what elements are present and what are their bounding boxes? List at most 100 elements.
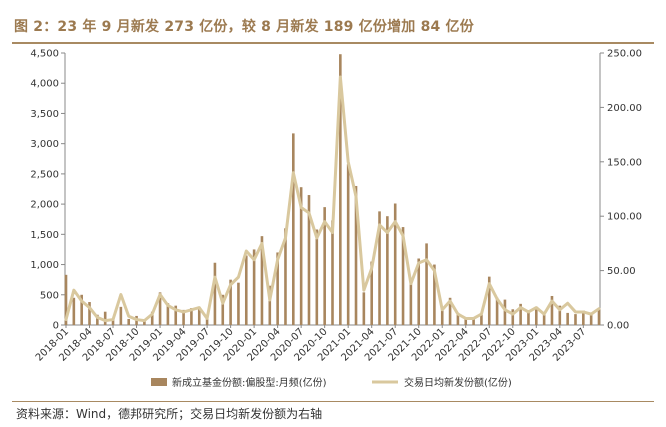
- line-point-2023-08: [590, 313, 592, 315]
- bar-2019-09: [221, 294, 225, 325]
- bar-2019-12: [244, 255, 248, 325]
- bar-2019-04: [182, 309, 185, 325]
- bar-2018-03: [80, 294, 83, 325]
- line-point-2023-05: [566, 302, 569, 305]
- line-point-2021-07: [394, 220, 397, 223]
- line-point-2018-09: [127, 315, 130, 318]
- line-point-2019-03: [174, 308, 177, 311]
- line-point-2023-06: [574, 311, 577, 313]
- line-series: [64, 75, 601, 323]
- source-note: 资料来源：Wind，德邦研究所；交易日均新发份额为右轴: [16, 407, 323, 421]
- bar-2018-01: [64, 274, 68, 325]
- line-point-2021-01: [347, 161, 349, 163]
- line-point-2019-07: [206, 317, 208, 320]
- left-tick-label: 1,000: [30, 260, 59, 271]
- bar-2022-04: [464, 317, 468, 325]
- bar-2020-03: [268, 285, 272, 325]
- line-point-2022-06: [480, 313, 483, 315]
- bar-2019-03: [174, 305, 178, 325]
- line-point-2022-01: [441, 308, 444, 311]
- left-tick-label: 0: [53, 321, 59, 332]
- line-point-2021-06: [386, 231, 389, 234]
- bar-2022-12: [527, 310, 530, 325]
- line-point-2020-01: [253, 258, 255, 261]
- line-point-2018-11: [143, 319, 146, 322]
- line-point-2023-01: [535, 306, 538, 309]
- line-point-2019-11: [237, 276, 240, 278]
- line-point-2019-01: [159, 293, 161, 296]
- line-point-2021-11: [425, 258, 428, 261]
- line-point-2018-10: [135, 318, 138, 321]
- line-point-2018-08: [120, 293, 122, 296]
- bar-2022-01: [440, 306, 444, 325]
- bar-2019-05: [190, 308, 193, 325]
- figure-title: 图 2：23 年 9 月新发 273 亿份，较 8 月新发 189 亿份增加 8…: [14, 19, 474, 35]
- line-point-2018-05: [96, 316, 99, 319]
- line-point-2019-05: [190, 308, 193, 311]
- bar-2019-10: [229, 279, 232, 325]
- line-point-2018-03: [80, 300, 83, 302]
- bar-2018-07: [111, 319, 115, 325]
- bar-2023-08: [589, 313, 593, 325]
- left-tick-label: 2,000: [30, 200, 59, 211]
- bar-2018-05: [96, 314, 99, 325]
- bar-2020-10: [323, 207, 326, 325]
- bar-2023-05: [566, 312, 569, 325]
- left-tick-label: 2,500: [30, 169, 59, 180]
- bar-2021-08: [401, 227, 405, 325]
- bar-2021-10: [417, 258, 421, 325]
- source-divider: [12, 401, 654, 402]
- bar-2021-03: [362, 292, 366, 325]
- line-point-2022-08: [496, 298, 498, 300]
- left-tick-label: 1,500: [30, 230, 59, 241]
- bar-2022-10: [511, 309, 515, 325]
- line-point-2020-07: [300, 206, 302, 209]
- bar-2022-09: [503, 299, 507, 325]
- bar-2023-03: [550, 295, 554, 325]
- line-point-2021-09: [410, 282, 412, 285]
- left-tick-label: 4,000: [30, 79, 59, 90]
- line-point-2020-12: [339, 76, 342, 78]
- bar-2022-05: [472, 318, 475, 325]
- line-point-2020-11: [331, 231, 334, 234]
- line-point-2022-07: [488, 282, 491, 285]
- line-point-2021-02: [355, 195, 357, 198]
- right-tick-label: 100.00: [607, 212, 642, 223]
- line-point-2023-03: [551, 300, 553, 302]
- bar-2020-01: [252, 249, 256, 325]
- line-point-2019-06: [198, 306, 201, 309]
- line-point-2020-09: [316, 237, 318, 239]
- line-point-2021-12: [433, 269, 436, 272]
- bar-2021-07: [393, 203, 397, 325]
- line-point-2018-02: [73, 289, 75, 291]
- line-point-2021-05: [378, 224, 381, 226]
- line-point-2019-10: [229, 283, 232, 286]
- line-point-2020-10: [323, 220, 326, 223]
- bar-2021-04: [370, 261, 373, 325]
- bar-2023-02: [542, 314, 546, 325]
- bar-2021-01: [346, 164, 350, 325]
- right-tick-label: 150.00: [607, 157, 642, 168]
- bar-2020-11: [331, 220, 334, 325]
- line-point-2018-07: [112, 318, 114, 321]
- right-tick-label: 0.00: [607, 321, 629, 332]
- bar-2021-12: [433, 264, 436, 325]
- line-point-2020-03: [268, 299, 271, 301]
- bar-2020-02: [260, 236, 264, 325]
- legend-bar-label: 新成立基金份额:偏股型:月频(亿份): [172, 376, 327, 389]
- bar-2018-02: [72, 297, 76, 325]
- bar-2022-07: [487, 276, 491, 325]
- bar-2020-09: [315, 229, 319, 325]
- line-point-2020-08: [308, 212, 310, 214]
- bar-2019-01: [158, 292, 162, 325]
- line-point-2020-06: [292, 171, 295, 174]
- bar-2019-06: [197, 306, 201, 325]
- bar-2021-06: [386, 216, 389, 325]
- line-point-2019-12: [245, 250, 248, 252]
- right-tick-label: 200.00: [607, 103, 642, 114]
- bar-2022-02: [448, 297, 452, 325]
- bar-2023-04: [558, 305, 562, 325]
- line-point-2021-03: [363, 289, 365, 291]
- line-point-2019-04: [182, 311, 185, 313]
- title-divider: [12, 42, 654, 44]
